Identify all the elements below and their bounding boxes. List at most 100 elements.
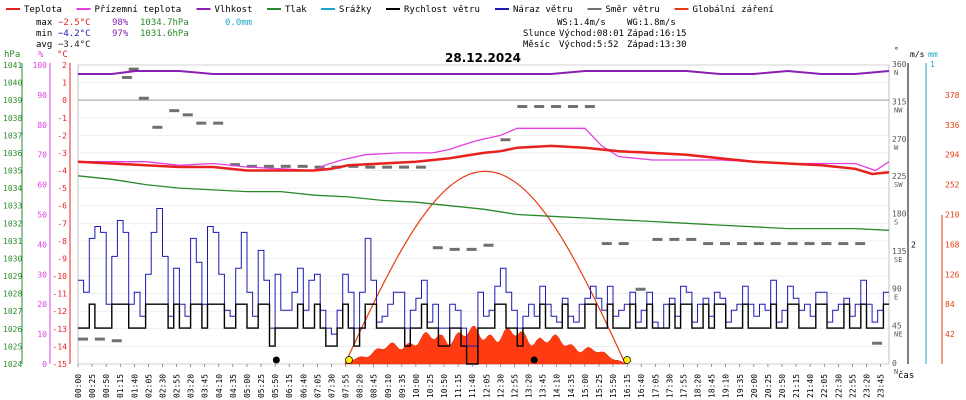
x-tick-label-30: 12:30 xyxy=(496,374,505,398)
x-tick-label-2: 00:50 xyxy=(102,374,111,398)
x-axis: 00:00 00:25 00:50 01:15 01:40 02:05 02:30 02:55… xyxy=(74,364,914,398)
tick-dir-4: S xyxy=(894,219,898,227)
tick-hpa-17: 1041 xyxy=(3,61,22,70)
x-tick-label-43: 17:55 xyxy=(679,374,688,398)
x-tick-label-19: 07:55 xyxy=(342,374,351,398)
x-tick-label-54: 22:30 xyxy=(834,374,843,398)
tick-pct-1: 10 xyxy=(37,330,47,339)
legend-label-2: Vlhkost xyxy=(215,5,253,15)
tick-hpa-7: 1031 xyxy=(3,237,22,246)
x-tick-label-4: 01:40 xyxy=(130,374,139,398)
x-tick-label-25: 10:25 xyxy=(426,374,435,398)
tick-temp-4: -11 xyxy=(53,290,68,299)
tick-wm2-7: 336 xyxy=(945,121,960,130)
x-tick-label-41: 17:05 xyxy=(651,374,660,398)
tick-dir-2: E xyxy=(894,293,898,301)
tick-deg-0: 0 xyxy=(892,359,897,368)
unit-pct: % xyxy=(38,50,44,60)
tick-temp-14: -1 xyxy=(57,114,67,123)
weather-chart-page: Teplota Přízemní teplota Vlhkost Tlak Srážky… xyxy=(0,0,966,400)
tick-dir-5: SW xyxy=(894,181,903,189)
x-tick-label-49: 20:25 xyxy=(764,374,773,398)
x-tick-label-51: 21:15 xyxy=(792,374,801,398)
tick-deg-5: 225 xyxy=(892,172,907,181)
tick-deg-2: 90 xyxy=(892,284,902,293)
x-tick-label-35: 14:35 xyxy=(567,374,576,398)
moon-marker-0 xyxy=(273,357,280,364)
x-tick-label-27: 11:15 xyxy=(454,374,463,398)
tick-pct-2: 20 xyxy=(37,300,47,309)
x-tick-label-24: 10:00 xyxy=(412,374,421,398)
x-tick-label-55: 22:55 xyxy=(848,374,857,398)
tick-hpa-3: 1027 xyxy=(3,307,22,316)
info-wg: WG:1.8m/s xyxy=(627,18,676,28)
tick-temp-2: -13 xyxy=(53,325,68,334)
tick-dir-7: NW xyxy=(894,106,903,114)
tick-temp-11: -4 xyxy=(57,167,67,176)
info-sunset: Západ:16:15 xyxy=(627,29,687,39)
x-tick-label-14: 05:50 xyxy=(271,374,280,398)
x-tick-label-12: 05:00 xyxy=(243,374,252,398)
info-sunrise: Východ:08:01 xyxy=(559,29,624,39)
stats-min-label: min xyxy=(36,29,52,39)
tick-wm2-0: 42 xyxy=(945,330,955,339)
x-tick-label-5: 02:05 xyxy=(144,374,153,398)
tick-deg-3: 135 xyxy=(892,247,907,256)
tick-wm2-1: 84 xyxy=(945,300,955,309)
tick-deg-1: 45 xyxy=(892,322,902,331)
tick-temp-10: -5 xyxy=(57,184,67,193)
tick-dir-3: SE xyxy=(894,256,902,264)
tick-hpa-10: 1034 xyxy=(3,184,22,193)
tick-pct-7: 70 xyxy=(37,151,47,160)
tick-dir-1: NE xyxy=(894,331,902,339)
x-tick-label-7: 02:55 xyxy=(173,374,182,398)
x-tick-label-6: 02:30 xyxy=(158,374,167,398)
series-line-1 xyxy=(78,128,889,170)
tick-pct-9: 90 xyxy=(37,91,47,100)
tick-temp-0: -15 xyxy=(53,360,68,369)
stats-max-temp: −2.5°C xyxy=(58,18,91,28)
stats-avg-temp: −3.4°C xyxy=(58,40,91,50)
tick-wm2-4: 210 xyxy=(945,211,960,220)
x-tick-label-17: 07:05 xyxy=(313,374,322,398)
x-tick-label-28: 11:40 xyxy=(468,374,477,398)
x-tick-label-33: 13:45 xyxy=(539,374,548,398)
tick-hpa-0: 1024 xyxy=(3,360,22,369)
x-tick-label-18: 07:30 xyxy=(327,374,336,398)
x-tick-label-21: 08:45 xyxy=(370,374,379,398)
tick-pct-0: 0 xyxy=(42,360,47,369)
tick-hpa-8: 1032 xyxy=(3,219,22,228)
x-tick-label-46: 19:10 xyxy=(722,374,731,398)
x-tick-label-11: 04:35 xyxy=(229,374,238,398)
meteogram-chart: Teplota Přízemní teplota Vlhkost Tlak Srážky… xyxy=(0,0,966,400)
tick-wm2-8: 378 xyxy=(945,91,960,100)
x-tick-label-52: 21:40 xyxy=(806,374,815,398)
unit-hpa: hPa xyxy=(4,50,20,60)
x-tick-label-53: 22:05 xyxy=(820,374,829,398)
series-line-2 xyxy=(78,146,889,174)
tick-hpa-2: 1026 xyxy=(3,325,22,334)
moon-marker-1 xyxy=(531,357,538,364)
tick-hpa-5: 1029 xyxy=(3,272,22,281)
unit-deg: ° xyxy=(894,46,899,55)
x-tick-label-13: 05:25 xyxy=(257,374,266,398)
x-tick-label-22: 09:10 xyxy=(384,374,393,398)
x-tick-label-20: 08:20 xyxy=(356,374,365,398)
x-tick-label-16: 06:40 xyxy=(299,374,308,398)
info-ws: WS:1.4m/s xyxy=(557,18,606,28)
sun-marker-0 xyxy=(346,357,353,364)
tick-temp-8: -7 xyxy=(57,219,67,228)
x-tick-label-56: 23:20 xyxy=(862,374,871,398)
tick-temp-17: 2 xyxy=(62,61,67,70)
tick-temp-6: -9 xyxy=(57,254,67,263)
x-tick-label-36: 15:00 xyxy=(581,374,590,398)
stats-max-hum: 98% xyxy=(112,18,129,28)
tick-temp-3: -12 xyxy=(53,307,68,316)
tick-wm2-3: 168 xyxy=(945,240,960,249)
legend-label-4: Srážky xyxy=(339,5,372,15)
x-tick-label-15: 06:15 xyxy=(285,374,294,398)
unit-mm: mm xyxy=(928,50,938,59)
x-tick-label-29: 12:05 xyxy=(482,374,491,398)
tick-temp-15: 0 xyxy=(62,96,67,105)
x-tick-label-37: 15:25 xyxy=(595,374,604,398)
